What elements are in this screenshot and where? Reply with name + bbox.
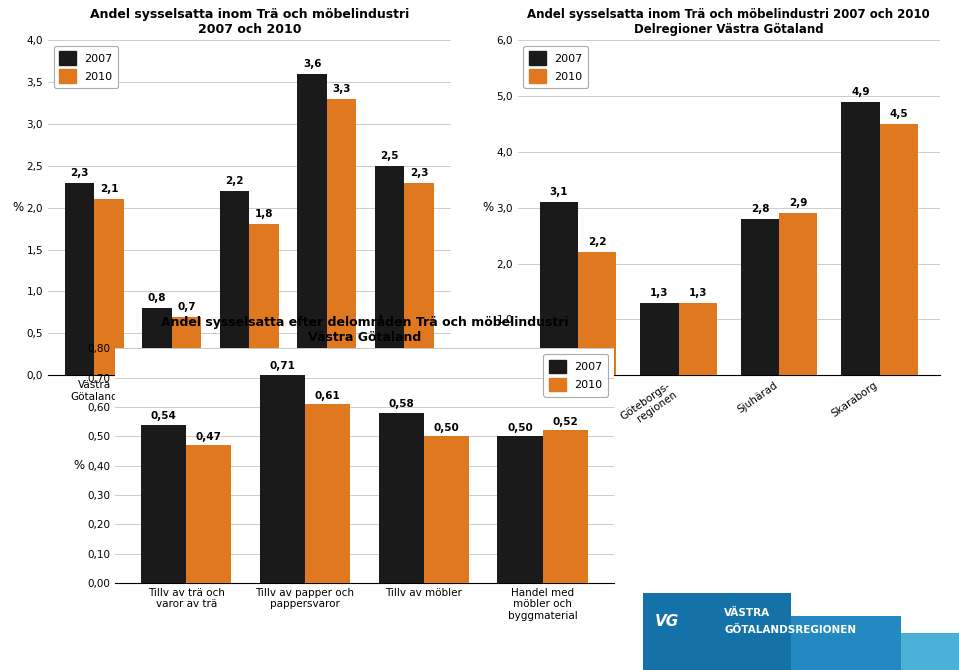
Bar bbox=[379, 413, 424, 583]
Legend: 2007, 2010: 2007, 2010 bbox=[524, 46, 588, 88]
Bar bbox=[305, 404, 350, 583]
Text: 4,5: 4,5 bbox=[889, 109, 908, 119]
Legend: 2007, 2010: 2007, 2010 bbox=[544, 354, 608, 397]
Text: 0,47: 0,47 bbox=[196, 431, 222, 442]
Text: 1,3: 1,3 bbox=[650, 287, 668, 297]
Bar bbox=[141, 425, 186, 583]
Text: 1,8: 1,8 bbox=[255, 210, 273, 220]
Text: 4,9: 4,9 bbox=[852, 86, 870, 96]
Text: 2,3: 2,3 bbox=[409, 168, 429, 178]
Title: Andel sysselsatta efter delområden Trä och möbelindustri
Västra Götaland: Andel sysselsatta efter delområden Trä o… bbox=[161, 315, 568, 344]
Bar bbox=[65, 183, 94, 375]
Text: 2,3: 2,3 bbox=[70, 168, 89, 178]
Y-axis label: %: % bbox=[12, 201, 24, 214]
Text: 2,5: 2,5 bbox=[381, 151, 399, 161]
Bar bbox=[186, 445, 231, 583]
Bar bbox=[578, 253, 617, 375]
Bar bbox=[498, 436, 543, 583]
Bar bbox=[841, 102, 879, 375]
Bar bbox=[679, 303, 716, 375]
Text: 0,50: 0,50 bbox=[433, 423, 459, 433]
Title: Andel sysselsatta inom Trä och möbelindustri
2007 och 2010: Andel sysselsatta inom Trä och möbelindu… bbox=[90, 8, 409, 36]
Legend: 2007, 2010: 2007, 2010 bbox=[54, 46, 118, 88]
Text: 1,3: 1,3 bbox=[689, 287, 707, 297]
Text: 2,8: 2,8 bbox=[751, 204, 769, 214]
Bar bbox=[220, 191, 249, 375]
Bar bbox=[143, 308, 172, 375]
Bar bbox=[375, 166, 405, 375]
Text: 0,50: 0,50 bbox=[507, 423, 533, 433]
Text: VG: VG bbox=[654, 614, 679, 629]
Bar bbox=[172, 317, 201, 375]
Bar bbox=[779, 213, 817, 375]
Text: 2,2: 2,2 bbox=[588, 237, 606, 247]
Bar bbox=[249, 224, 279, 375]
Text: 0,71: 0,71 bbox=[269, 361, 295, 371]
Bar bbox=[543, 431, 588, 583]
Text: 0,61: 0,61 bbox=[315, 391, 340, 401]
Text: 2,1: 2,1 bbox=[100, 184, 118, 194]
Text: 0,52: 0,52 bbox=[552, 417, 578, 427]
Bar bbox=[94, 200, 124, 375]
Bar bbox=[424, 436, 469, 583]
Text: GÖTALANDSREGIONEN: GÖTALANDSREGIONEN bbox=[724, 624, 856, 635]
Text: 3,1: 3,1 bbox=[550, 187, 569, 197]
Bar bbox=[879, 124, 918, 375]
Bar bbox=[297, 74, 327, 375]
Text: 0,8: 0,8 bbox=[148, 293, 167, 303]
Text: 0,54: 0,54 bbox=[151, 411, 176, 421]
Bar bbox=[327, 99, 356, 375]
Title: Andel sysselsatta inom Trä och möbelindustri 2007 och 2010
Delregioner Västra Gö: Andel sysselsatta inom Trä och möbelindu… bbox=[527, 8, 930, 36]
Bar bbox=[405, 183, 433, 375]
Text: 3,3: 3,3 bbox=[332, 84, 351, 94]
Text: 2,2: 2,2 bbox=[225, 176, 244, 186]
Text: 0,7: 0,7 bbox=[177, 302, 196, 312]
Text: 2,9: 2,9 bbox=[789, 198, 807, 208]
Bar bbox=[260, 375, 305, 583]
Y-axis label: %: % bbox=[482, 201, 494, 214]
Bar bbox=[741, 219, 779, 375]
Text: 0,58: 0,58 bbox=[388, 399, 414, 409]
Y-axis label: %: % bbox=[73, 459, 84, 472]
Text: VÄSTRA: VÄSTRA bbox=[724, 608, 770, 618]
Bar bbox=[540, 202, 578, 375]
Text: 3,6: 3,6 bbox=[303, 59, 321, 68]
Bar bbox=[641, 303, 679, 375]
